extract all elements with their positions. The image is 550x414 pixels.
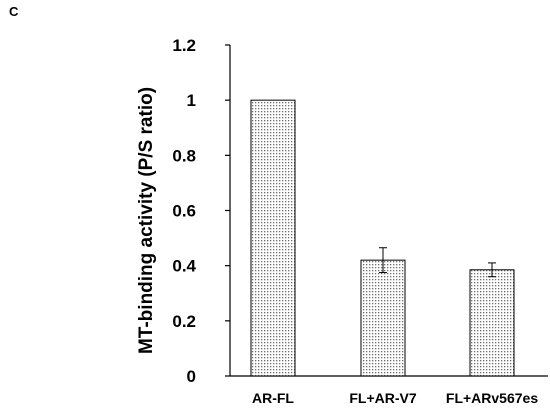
error-bar xyxy=(488,262,496,278)
bars xyxy=(250,99,515,377)
panel-letter: C xyxy=(9,4,19,19)
error-bars xyxy=(379,247,496,278)
error-bar xyxy=(379,247,387,274)
y-tick-label: 0.6 xyxy=(172,202,196,221)
x-categories: AR-FL FL+AR-V7 FL+ARv567es xyxy=(252,390,538,406)
y-tick-label: 0.8 xyxy=(172,146,196,165)
y-tick-label: 0 xyxy=(187,367,196,386)
bar-ar-fl xyxy=(250,99,296,377)
x-category-label: FL+AR-V7 xyxy=(349,390,417,406)
y-tick-label: 1 xyxy=(187,91,196,110)
y-axis-title: MT-binding activity (P/S ratio) xyxy=(136,87,157,354)
y-tick-label: 0.4 xyxy=(172,257,196,276)
x-category-label: AR-FL xyxy=(252,390,294,406)
y-ticks: 0 0.2 0.4 0.6 0.8 1 1.2 xyxy=(172,36,230,386)
x-category-label: FL+ARv567es xyxy=(446,390,538,406)
bar-fl-ar-v7 xyxy=(360,259,406,377)
y-tick-label: 1.2 xyxy=(172,36,196,55)
bar-fl-arv567es xyxy=(469,269,515,377)
y-tick-label: 0.2 xyxy=(172,312,196,331)
